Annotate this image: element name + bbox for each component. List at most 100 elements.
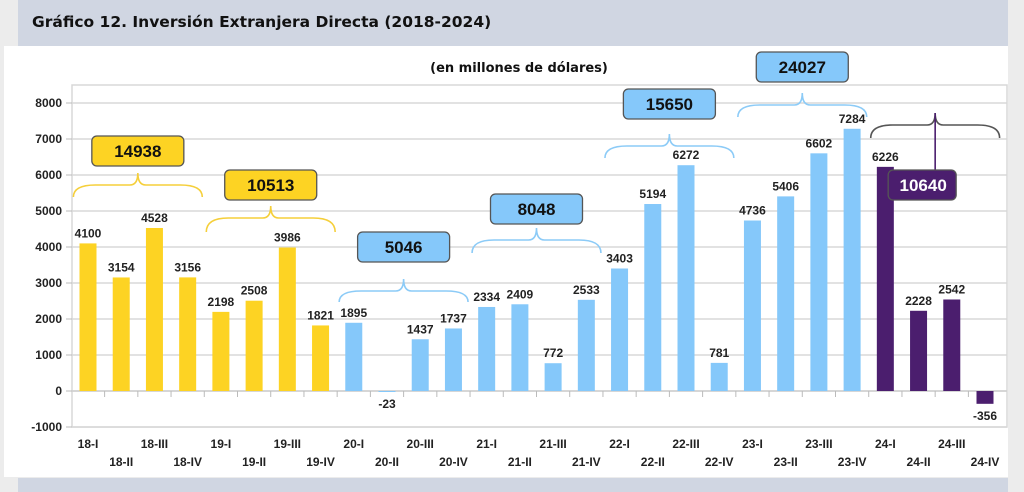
year-braces: 14938 10513 5046 8048 15650 24027 10640 [72,51,1001,303]
chart-panel [4,46,1008,477]
total-label: 5046 [385,238,423,257]
bar [943,299,961,391]
brace-2019 [205,205,336,233]
bar [411,339,429,391]
bar [444,328,462,391]
bar [345,322,363,391]
data-label: 6272 [673,148,700,162]
x-tick-label: 18-I [78,437,99,451]
total-label: 24027 [779,58,826,77]
data-label: 7284 [839,112,866,126]
chart-title: Gráfico 12. Inversión Extranjera Directa… [32,13,492,31]
data-label: 5194 [639,187,666,201]
data-label: 3986 [274,231,301,245]
brace-2022 [604,133,735,159]
brace-2023 [737,92,868,118]
bar [644,204,662,391]
total-label: 10513 [247,176,294,195]
data-label: 3156 [174,260,201,274]
data-label: 2508 [241,284,268,298]
brace-2020 [338,278,469,303]
x-tick-label: 23-I [742,437,763,451]
x-tick-label: 19-I [211,437,232,451]
bar [976,391,994,404]
data-label: 6602 [806,136,833,150]
x-tick-label: 24-I [875,437,896,451]
x-tick-label: 24-II [907,455,931,469]
x-tick-label: 23-II [774,455,798,469]
data-label: 1437 [407,322,434,336]
data-label: 772 [543,346,563,360]
total-box-2023 [755,51,849,83]
y-tick-label: -1000 [31,420,62,434]
x-axis: 18-I 18-II 18-III 18-IV 19-I 19-II 19-III 19-IV… [78,391,999,469]
bar [611,268,629,391]
total-box-2018 [91,135,185,167]
total-box-2020 [356,231,451,263]
x-tick-label: 24-III [938,437,965,451]
data-label: 1821 [307,308,334,322]
bar [876,166,894,391]
data-label: 4736 [739,204,766,218]
bar [179,277,197,391]
bar [245,300,263,391]
data-label: 2533 [573,283,600,297]
bar [743,220,761,391]
x-tick-label: 22-IV [705,455,734,469]
bar [378,391,396,392]
total-label: 10640 [900,176,947,195]
y-tick-label: 4000 [35,240,62,254]
x-tick-label: 21-III [539,437,566,451]
x-tick-label: 20-IV [439,455,468,469]
bar [212,311,230,391]
bar [112,277,130,391]
data-label: -356 [973,409,997,423]
x-tick-label: 22-I [609,437,630,451]
bar [843,128,861,391]
total-box-2024 [887,169,957,201]
bar [910,310,928,391]
y-tick-label: 0 [55,384,62,398]
x-tick-label: 23-IV [838,455,867,469]
x-tick-label: 20-I [343,437,364,451]
data-label: 2198 [208,295,235,309]
bar [278,247,296,391]
total-box-2022 [622,88,717,120]
y-tick-label: 2000 [35,312,62,326]
x-tick-label: 22-II [641,455,665,469]
x-tick-label: 18-II [109,455,133,469]
x-tick-label: 18-III [141,437,168,451]
x-tick-label: 21-I [476,437,497,451]
data-label: 5406 [772,179,799,193]
bar [478,306,496,391]
data-label: 2228 [905,294,932,308]
bar [145,227,163,391]
total-label: 14938 [114,142,161,161]
data-label: 4528 [141,211,168,225]
data-label: 1737 [440,311,467,325]
bar [511,304,529,391]
x-tick-label: 20-III [407,437,434,451]
data-label: 3403 [606,251,633,265]
bar [79,243,97,391]
total-box-2019 [224,169,318,201]
data-label: 1895 [340,306,367,320]
bars: 4100 3154 4528 3156 2198 2508 3986 1821 1895 -23 1… [75,112,998,423]
bar [544,363,562,391]
data-label: 3154 [108,260,135,274]
bar [710,362,728,391]
y-tick-label: 7000 [35,132,62,146]
x-tick-label: 21-II [508,455,532,469]
total-label: 15650 [646,95,693,114]
y-axis: -1000 0 1000 2000 3000 4000 5000 6000 7000 8000 [31,96,72,434]
total-label: 8048 [518,200,556,219]
data-label: -23 [378,397,396,411]
bar [312,325,330,391]
x-tick-label: 22-III [672,437,699,451]
x-tick-label: 18-IV [173,455,202,469]
plot-frame [71,84,1008,428]
total-box-2021 [489,193,584,225]
y-tick-label: 6000 [35,168,62,182]
x-tick-label: 21-IV [572,455,601,469]
